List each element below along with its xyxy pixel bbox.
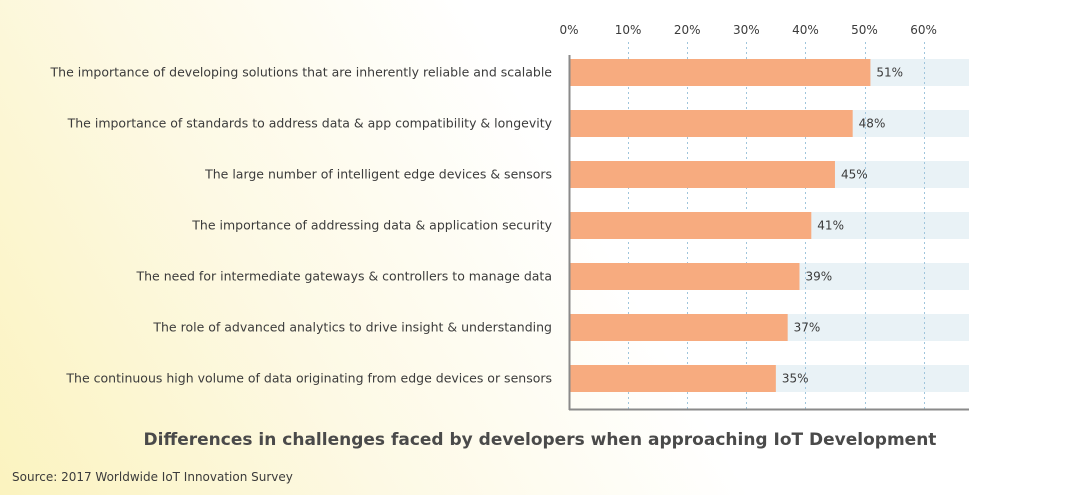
- category-label: The large number of intelligent edge dev…: [204, 167, 552, 182]
- bar: [569, 161, 835, 188]
- source-note: Source: 2017 Worldwide IoT Innovation Su…: [12, 470, 293, 484]
- bar: [569, 59, 871, 86]
- bar: [569, 314, 788, 341]
- value-label: 41%: [817, 219, 844, 233]
- tick-label: 10%: [615, 23, 642, 37]
- tick-label: 20%: [674, 23, 701, 37]
- category-label: The importance of developing solutions t…: [50, 65, 553, 80]
- value-label: 51%: [876, 66, 903, 80]
- tick-label: 30%: [733, 23, 760, 37]
- category-label: The importance of addressing data & appl…: [191, 218, 552, 233]
- tick-label: 60%: [910, 23, 937, 37]
- tick-label: 50%: [851, 23, 878, 37]
- bar: [569, 212, 812, 239]
- value-label: 37%: [794, 321, 821, 335]
- category-label: The need for intermediate gateways & con…: [136, 269, 553, 284]
- value-label: 35%: [782, 372, 809, 386]
- bar: [569, 365, 776, 392]
- category-label: The importance of standards to address d…: [67, 116, 553, 131]
- tick-label: 40%: [792, 23, 819, 37]
- bar-chart: 0% 10% 20% 30% 40% 50% 60% The importance of d…: [50, 23, 969, 411]
- value-label: 39%: [805, 270, 832, 284]
- chart-title: Differences in challenges faced by devel…: [143, 430, 937, 450]
- value-label: 48%: [859, 117, 886, 131]
- bar: [569, 263, 800, 290]
- value-label: 45%: [841, 168, 868, 182]
- category-label: The continuous high volume of data origi…: [65, 371, 552, 386]
- bar: [569, 110, 853, 137]
- tick-label: 0%: [559, 23, 578, 37]
- category-label: The role of advanced analytics to drive …: [152, 320, 552, 335]
